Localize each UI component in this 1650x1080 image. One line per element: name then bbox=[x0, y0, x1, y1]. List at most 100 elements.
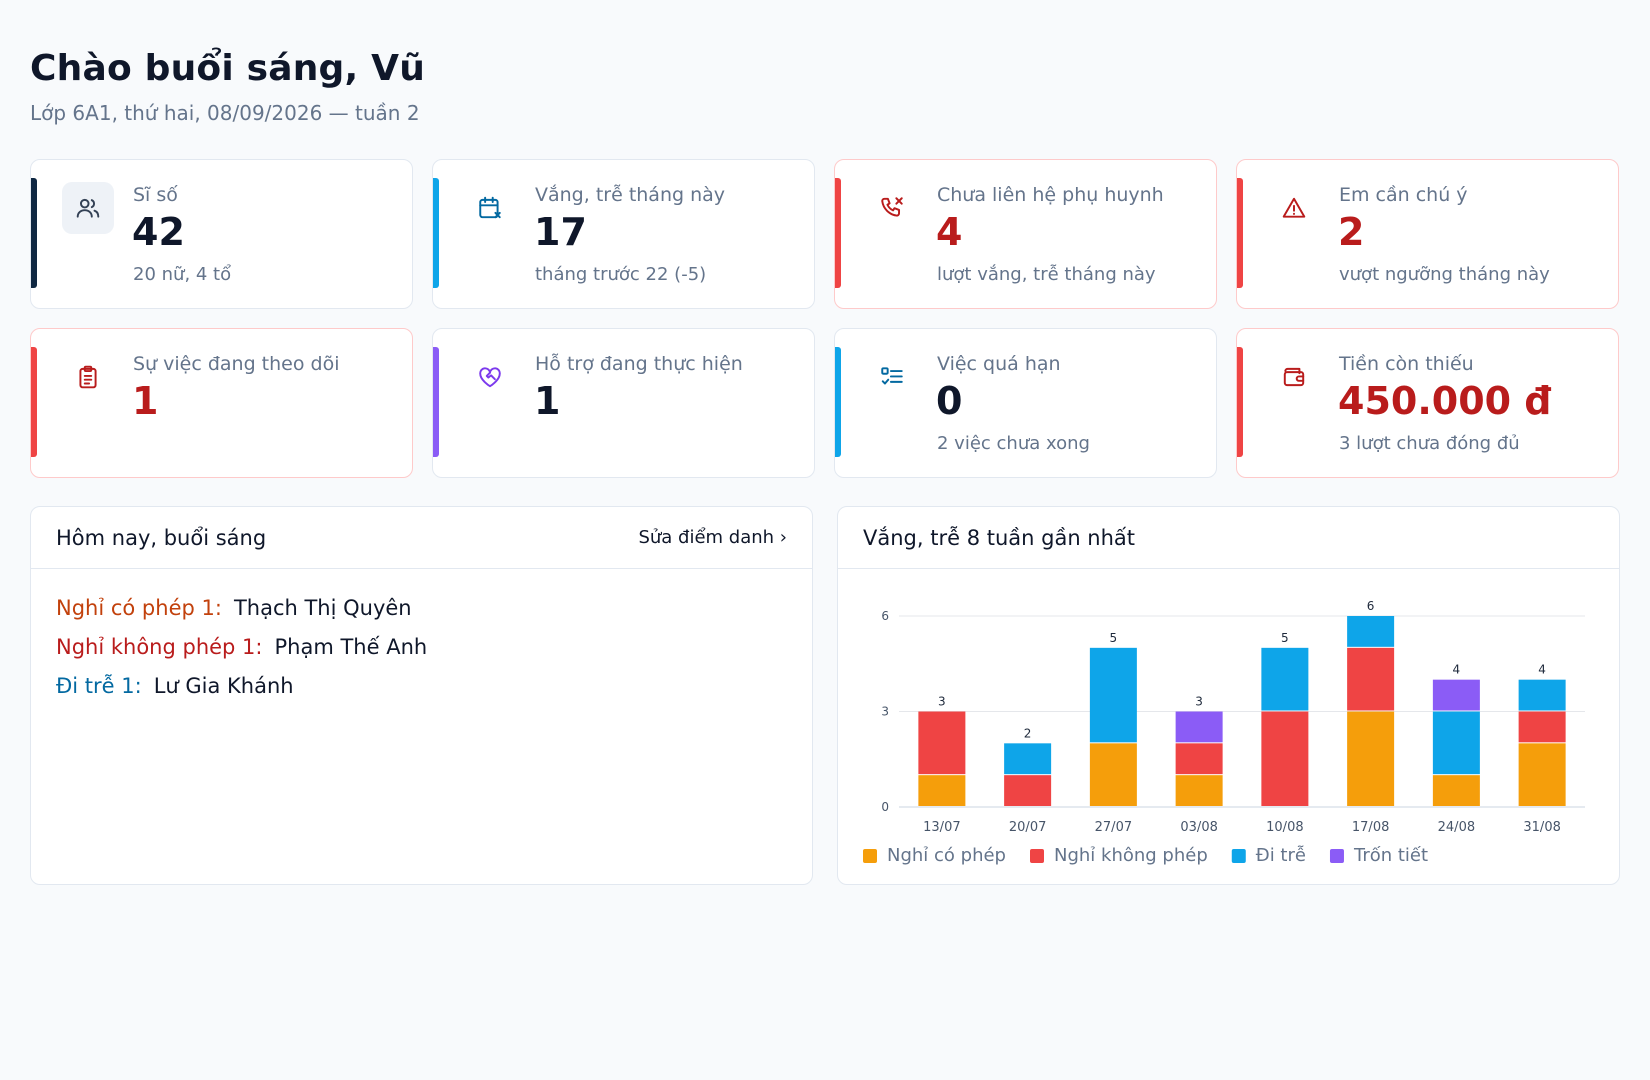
stat-label: Tiền còn thiếu bbox=[1339, 353, 1474, 375]
stat-value: 0 bbox=[936, 379, 963, 423]
stat-label: Sĩ số bbox=[133, 184, 178, 206]
card-accent-bar bbox=[835, 347, 841, 457]
bar-total-label: 4 bbox=[1453, 663, 1461, 677]
legend-swatch bbox=[1231, 849, 1246, 863]
stat-value: 17 bbox=[534, 210, 587, 254]
bar-total-label: 5 bbox=[1110, 631, 1118, 645]
stat-label: Hỗ trợ đang thực hiện bbox=[535, 353, 743, 375]
card-accent-bar bbox=[31, 178, 37, 288]
stat-card-students-attention[interactable]: Em cần chú ý 2 vượt ngưỡng tháng này bbox=[1236, 159, 1619, 309]
y-tick-label: 3 bbox=[881, 705, 889, 719]
stat-card-overdue-tasks[interactable]: Việc quá hạn 0 2 việc chưa xong bbox=[834, 328, 1217, 478]
stat-note: lượt vắng, trễ tháng này bbox=[937, 264, 1156, 285]
legend-label: Nghỉ không phép bbox=[1054, 845, 1208, 866]
card-accent-bar bbox=[433, 347, 439, 457]
bar-total-label: 4 bbox=[1538, 663, 1546, 677]
bar-segment bbox=[1347, 647, 1395, 711]
x-tick-label: 10/08 bbox=[1266, 820, 1303, 835]
stat-value: 450.000 đ bbox=[1338, 379, 1552, 423]
heart-handshake-icon bbox=[464, 351, 516, 403]
stat-label: Sự việc đang theo dõi bbox=[133, 353, 340, 375]
page-title: Chào buổi sáng, Vũ bbox=[30, 48, 426, 89]
list-item: Nghỉ có phép 1: Thạch Thị Quyên bbox=[56, 589, 787, 628]
attendance-category: Đi trễ 1: bbox=[56, 674, 142, 698]
x-tick-label: 27/07 bbox=[1095, 820, 1132, 835]
bar-segment bbox=[1518, 679, 1566, 711]
today-attendance-list: Nghỉ có phép 1: Thạch Thị Quyên Nghỉ khôn… bbox=[31, 569, 812, 726]
stat-card-class-size[interactable]: Sĩ số 42 20 nữ, 4 tổ bbox=[30, 159, 413, 309]
stat-card-outstanding-fees[interactable]: Tiền còn thiếu 450.000 đ 3 lượt chưa đón… bbox=[1236, 328, 1619, 478]
card-accent-bar bbox=[835, 178, 841, 288]
stat-card-support[interactable]: Hỗ trợ đang thực hiện 1 bbox=[432, 328, 815, 478]
stat-note: tháng trước 22 (-5) bbox=[535, 264, 707, 285]
bar-segment bbox=[1175, 775, 1223, 806]
legend-swatch bbox=[1030, 849, 1044, 863]
wallet-icon bbox=[1268, 351, 1320, 403]
bar-segment bbox=[1175, 743, 1223, 775]
stat-card-absences[interactable]: Vắng, trễ tháng này 17 tháng trước 22 (-… bbox=[432, 159, 815, 309]
page-subtitle: Lớp 6A1, thứ hai, 08/09/2026 — tuần 2 bbox=[30, 101, 420, 125]
bar-total-label: 2 bbox=[1024, 726, 1032, 740]
attendance-category: Nghỉ có phép 1: bbox=[56, 596, 222, 620]
bar-segment bbox=[1518, 711, 1566, 743]
legend-label: Nghỉ có phép bbox=[887, 845, 1006, 866]
bar-segment bbox=[1432, 775, 1480, 806]
bar-segment bbox=[1089, 647, 1137, 743]
stat-note: vượt ngưỡng tháng này bbox=[1339, 264, 1550, 285]
phone-missed-icon bbox=[866, 182, 918, 234]
list-checks-icon bbox=[866, 351, 918, 403]
bar-segment bbox=[1347, 711, 1395, 806]
bar-segment bbox=[1175, 711, 1223, 743]
stat-value: 4 bbox=[936, 210, 963, 254]
page-header: Chào buổi sáng, Vũ Lớp 6A1, thứ hai, 08/… bbox=[30, 48, 425, 125]
stat-cards: Sĩ số 42 20 nữ, 4 tổ Vắng, trễ tháng này… bbox=[30, 159, 1620, 478]
stat-note: 3 lượt chưa đóng đủ bbox=[1339, 433, 1520, 454]
stat-value: 2 bbox=[1338, 210, 1365, 254]
today-panel-header: Hôm nay, buổi sáng Sửa điểm danh › bbox=[31, 507, 812, 569]
student-names[interactable]: Thạch Thị Quyên bbox=[233, 596, 412, 620]
bar-total-label: 3 bbox=[1195, 695, 1203, 709]
today-panel: Hôm nay, buổi sáng Sửa điểm danh › Nghỉ … bbox=[30, 506, 813, 885]
bar-segment bbox=[918, 711, 966, 775]
y-tick-label: 0 bbox=[881, 800, 889, 814]
student-names[interactable]: Phạm Thế Anh bbox=[274, 635, 428, 659]
x-tick-label: 13/07 bbox=[923, 820, 960, 835]
chart-panel-title: Vắng, trễ 8 tuần gần nhất bbox=[863, 525, 1136, 550]
today-panel-title: Hôm nay, buổi sáng bbox=[56, 525, 267, 550]
x-tick-label: 31/08 bbox=[1523, 820, 1560, 835]
bar-total-label: 3 bbox=[938, 695, 946, 709]
bar-segment bbox=[918, 775, 966, 806]
chart-panel-header: Vắng, trễ 8 tuần gần nhất bbox=[838, 507, 1619, 569]
alert-triangle-icon bbox=[1268, 182, 1320, 234]
bar-segment bbox=[1432, 711, 1480, 775]
calendar-x-icon bbox=[464, 182, 516, 234]
stat-label: Em cần chú ý bbox=[1339, 184, 1468, 206]
bar-segment bbox=[1089, 743, 1137, 806]
stat-label: Chưa liên hệ phụ huynh bbox=[937, 184, 1164, 206]
stat-value: 1 bbox=[132, 379, 159, 423]
bar-total-label: 5 bbox=[1281, 631, 1289, 645]
list-item: Nghỉ không phép 1: Phạm Thế Anh bbox=[56, 628, 787, 667]
x-tick-label: 24/08 bbox=[1438, 820, 1475, 835]
stat-card-uncontacted-parents[interactable]: Chưa liên hệ phụ huynh 4 lượt vắng, trễ … bbox=[834, 159, 1217, 309]
users-icon bbox=[62, 182, 114, 234]
stat-label: Việc quá hạn bbox=[937, 353, 1061, 375]
bar-segment bbox=[1518, 743, 1566, 806]
bar-segment bbox=[1347, 616, 1395, 647]
absence-chart-panel: Vắng, trễ 8 tuần gần nhất 0 3 6 3 13/07 2 20/0… bbox=[837, 506, 1620, 885]
list-item: Đi trễ 1: Lư Gia Khánh bbox=[56, 667, 787, 706]
bar-segment bbox=[1261, 711, 1309, 806]
x-tick-label: 20/07 bbox=[1009, 820, 1046, 835]
y-tick-label: 6 bbox=[881, 609, 889, 623]
absence-stacked-bar-chart: 0 3 6 3 13/07 2 20/07 5 27/07 3 03/08 5 10/08 6 17/08 4… bbox=[863, 599, 1585, 866]
legend-label: Đi trễ bbox=[1256, 845, 1306, 866]
bar-total-label: 6 bbox=[1367, 599, 1375, 613]
card-accent-bar bbox=[1237, 178, 1243, 288]
student-names[interactable]: Lư Gia Khánh bbox=[153, 674, 294, 698]
edit-attendance-link[interactable]: Sửa điểm danh › bbox=[638, 527, 787, 548]
legend-swatch bbox=[1329, 849, 1344, 863]
bar-segment bbox=[1261, 647, 1309, 711]
stat-card-incidents[interactable]: Sự việc đang theo dõi 1 bbox=[30, 328, 413, 478]
stat-label: Vắng, trễ tháng này bbox=[535, 184, 726, 206]
stat-note: 2 việc chưa xong bbox=[937, 433, 1090, 454]
